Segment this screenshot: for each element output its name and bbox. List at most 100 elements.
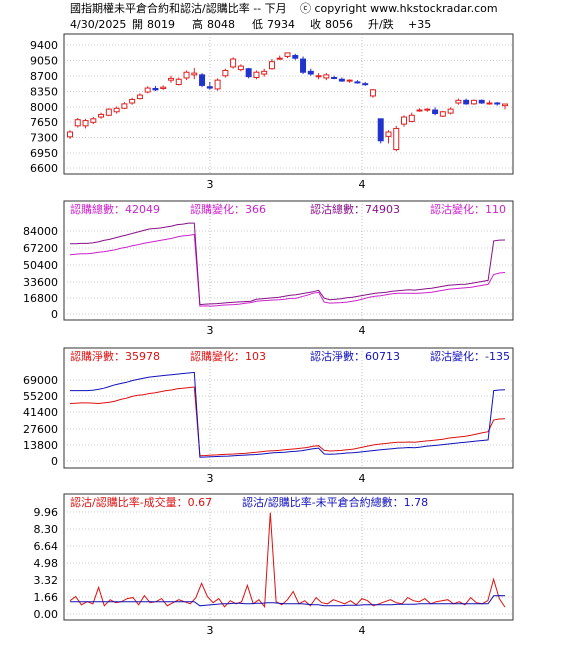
y-tick-label: 69000 — [23, 374, 58, 387]
y-tick-label: 4.98 — [34, 557, 59, 570]
candle — [502, 103, 508, 110]
candle — [494, 102, 501, 106]
candle — [191, 67, 198, 80]
legend-entry: 認購變化：103 — [190, 349, 266, 363]
x-tick-label: 3 — [207, 178, 214, 191]
candle-body — [199, 74, 206, 86]
candle-body — [121, 103, 128, 109]
candle-body — [175, 78, 182, 86]
x-tick-label: 3 — [207, 324, 214, 337]
panel-frame — [63, 200, 514, 321]
candle — [183, 70, 190, 81]
candle — [432, 107, 439, 116]
candle — [268, 59, 275, 70]
candle-body — [494, 102, 501, 105]
candle-body — [268, 61, 275, 70]
candle — [276, 55, 283, 60]
candle-body — [447, 108, 454, 114]
high-value: 8048 — [207, 18, 235, 31]
candle-body — [408, 114, 415, 122]
x-tick-label: 4 — [359, 178, 366, 191]
y-tick-label: 50400 — [23, 259, 58, 272]
candle — [82, 118, 89, 129]
candle-body — [455, 99, 462, 104]
y-tick-label: 67200 — [23, 242, 58, 255]
y-tick-label: 8350 — [30, 86, 58, 99]
candle — [67, 130, 73, 140]
legend-entry: 認沽淨數：60713 — [310, 349, 400, 363]
y-tick-label: 8000 — [30, 101, 58, 114]
candle — [284, 52, 291, 59]
candle-body — [307, 70, 314, 75]
candle-body — [152, 87, 159, 91]
panel-frame — [63, 33, 514, 175]
y-tick-label: 6.64 — [34, 540, 59, 553]
candle-body — [191, 72, 198, 76]
candle-body — [292, 55, 299, 59]
x-tick-label: 4 — [359, 624, 366, 637]
candle — [401, 115, 408, 127]
candle — [307, 68, 314, 76]
candle — [144, 86, 151, 94]
candle — [261, 68, 268, 77]
candle-body — [67, 131, 73, 138]
candle — [486, 100, 493, 105]
candle-body — [362, 83, 369, 86]
legend-entry: 認購變化：366 — [190, 202, 266, 216]
candle-body — [377, 118, 384, 142]
chart-title: 國指期權未平倉合約和認沽/認購比率 -- 下月 — [70, 1, 287, 15]
candle — [478, 99, 485, 104]
candle — [292, 53, 299, 60]
legend-entry: 認購總數：42049 — [70, 202, 160, 216]
open-value: 8019 — [147, 18, 175, 31]
candle — [300, 56, 307, 74]
candle-body — [105, 108, 112, 116]
candle — [470, 99, 477, 105]
series-line-2 — [70, 222, 506, 306]
panel-3: 69000 55200 41400 27600 13800 0 3 4 認購淨數：35978 認購… — [23, 347, 514, 485]
series-line-1 — [69, 386, 506, 457]
candle-body — [113, 107, 120, 113]
open-label: 開 — [132, 18, 143, 31]
candle-body — [401, 116, 408, 125]
candle-body — [160, 86, 167, 89]
y-tick-label: 6600 — [30, 162, 58, 175]
candle-body — [245, 68, 252, 78]
candle — [315, 73, 322, 80]
date-text: 4/30/2025 — [70, 18, 126, 31]
candle — [455, 98, 462, 105]
panel-frame — [63, 347, 514, 469]
candle — [160, 85, 167, 90]
candle-body — [385, 131, 392, 137]
x-tick-label: 3 — [207, 624, 214, 637]
legend-entry: 認沽變化：-135 — [430, 349, 510, 363]
high-label: 高 — [192, 17, 203, 31]
candle — [214, 78, 221, 91]
y-tick-label: 9400 — [30, 39, 58, 52]
y-tick-label: 41400 — [23, 406, 58, 419]
candle — [377, 118, 384, 144]
candle-body — [129, 98, 136, 104]
candle — [245, 67, 252, 79]
y-tick-label: 33600 — [23, 276, 58, 289]
candle — [393, 125, 400, 152]
y-tick-label: 9.96 — [34, 506, 59, 519]
y-tick-label: 0.00 — [34, 608, 59, 621]
candle — [354, 80, 361, 84]
y-tick-label: 3.32 — [34, 574, 59, 587]
candle — [175, 77, 182, 86]
y-tick-label: 8.30 — [34, 523, 59, 536]
candle — [105, 108, 112, 117]
x-tick-label: 4 — [359, 472, 366, 485]
candle-body — [478, 99, 485, 104]
close-label: 收 — [310, 17, 321, 31]
candle — [206, 81, 213, 90]
series-line-2 — [70, 595, 506, 607]
low-value: 7934 — [267, 18, 295, 31]
y-tick-label: 13800 — [23, 439, 58, 452]
candle — [253, 70, 260, 80]
y-tick-label: 8700 — [30, 70, 58, 83]
change-value: +35 — [408, 18, 431, 31]
x-tick-label: 4 — [359, 324, 366, 337]
legend-entry: 認沽/認購比率-成交量：0.67 — [70, 495, 212, 509]
